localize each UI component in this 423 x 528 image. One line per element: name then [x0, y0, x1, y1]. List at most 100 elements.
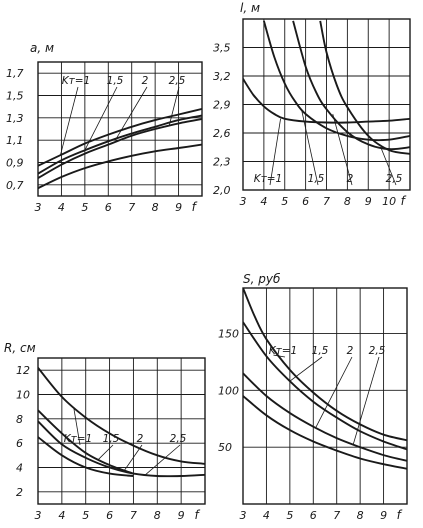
x-axis-label: f [195, 508, 201, 522]
x-tick-label: 3 [240, 509, 247, 522]
leader-line [301, 109, 319, 186]
leader-line [380, 147, 397, 186]
x-tick-label: 6 [310, 509, 317, 522]
x-tick-label: 5 [81, 201, 88, 214]
leader-line [273, 354, 286, 358]
series-line-1 [243, 288, 407, 442]
series-label: 1,5 [103, 433, 120, 445]
series-label: 2,5 [170, 433, 187, 445]
y-tick-label: 50 [218, 441, 232, 454]
series-line-1 [38, 107, 202, 167]
x-tick-label: 5 [281, 195, 288, 208]
series-label: 2,5 [369, 345, 386, 357]
y-tick-label: 150 [218, 327, 239, 340]
leader-line [97, 444, 114, 461]
series-label: Kт=1 [62, 75, 90, 87]
x-tick-label: 8 [344, 195, 351, 208]
series-label: 2 [137, 433, 144, 445]
y-tick-label: 3,2 [213, 70, 231, 83]
series-label: 1,5 [312, 345, 329, 357]
x-axis-label: f [397, 508, 403, 522]
y-tick-label: 1,5 [6, 90, 24, 103]
x-tick-label: 3 [240, 195, 247, 208]
series-label: 2 [347, 173, 354, 185]
x-tick-label: 4 [263, 509, 270, 522]
x-tick-label: 7 [333, 509, 340, 522]
x-tick-label: 4 [260, 195, 267, 208]
series-line-1 [243, 78, 410, 124]
series-line-1 [38, 367, 205, 465]
x-tick-label: 5 [82, 509, 89, 522]
x-axis-label: f [192, 200, 198, 214]
leader-line [269, 118, 281, 186]
x-tick-label: 9 [380, 509, 387, 522]
y-tick-label: 10 [16, 389, 30, 402]
leader-line [73, 407, 81, 446]
series-line-4 [243, 395, 407, 470]
plot-frame [37, 61, 203, 197]
series-label: 2,5 [169, 75, 186, 87]
series-line-2 [262, 20, 410, 142]
y-tick-label: 2,6 [213, 127, 231, 140]
series-line-3 [38, 118, 202, 179]
x-tick-label: 3 [35, 201, 42, 214]
x-tick-label: 5 [286, 509, 293, 522]
leader-line [114, 86, 148, 141]
series-line-3 [243, 372, 407, 462]
series-line-3 [292, 20, 410, 151]
chart-panel-2: l, м 2,0 2,3 2,6 2,9 3,2 3,5 3 4 5 6 7 8 9 10 f Kт=1 1,5 2… [213, 1, 411, 208]
x-tick-label: 10 [382, 195, 396, 208]
y-tick-label: 2,9 [213, 99, 231, 112]
y-tick-label: 2 [16, 486, 23, 499]
x-tick-label: 9 [365, 195, 372, 208]
y-axis-label: l, м [240, 1, 260, 15]
y-axis-label: S, руб [243, 272, 281, 286]
leader-line [352, 356, 380, 445]
y-tick-label: 2,3 [213, 156, 231, 169]
leader-line [315, 356, 353, 429]
x-tick-label: 7 [130, 509, 137, 522]
series-label: 1,5 [107, 75, 124, 87]
series-label: 2,5 [386, 173, 403, 185]
series-line-4 [319, 20, 410, 155]
x-tick-label: 3 [35, 509, 42, 522]
x-tick-label: 4 [58, 509, 65, 522]
y-tick-label: 0,7 [6, 179, 24, 192]
y-tick-label: 12 [16, 364, 30, 377]
leader-line [123, 444, 143, 472]
x-tick-label: 6 [105, 201, 112, 214]
plot-frame [37, 357, 206, 505]
plot-frame [242, 18, 411, 191]
leader-line [289, 356, 323, 382]
x-tick-label: 8 [357, 509, 364, 522]
y-tick-label: 6 [16, 437, 23, 450]
chart-panel-1: a, м 0,7 0,9 1,1 1,3 1,5 1,7 3 4 5 6 7 8 9 f Kт=1 1,5 2 2,… [6, 41, 203, 214]
series-line-4 [38, 143, 202, 190]
leader-line [145, 444, 181, 476]
y-axis-label: a, м [30, 41, 54, 55]
y-tick-label: 8 [16, 413, 23, 426]
leader-line [168, 86, 180, 126]
series-label: Kт=1 [254, 173, 282, 185]
x-tick-label: 7 [323, 195, 330, 208]
y-tick-label: 1,3 [6, 112, 24, 125]
chart-panel-4: S, руб 50 100 150 3 4 5 6 7 8 9 f Kт=1 1,5 2 2,5 [218, 272, 408, 522]
x-tick-label: 9 [175, 201, 182, 214]
series-line-2 [38, 114, 202, 175]
y-tick-label: 2,0 [213, 184, 231, 197]
x-tick-label: 8 [154, 509, 161, 522]
series-label: Kт=1 [269, 345, 297, 357]
y-tick-label: 100 [218, 384, 239, 397]
series-label: 2 [347, 345, 354, 357]
x-tick-label: 4 [58, 201, 65, 214]
x-tick-label: 9 [178, 509, 185, 522]
y-tick-label: 3,5 [213, 42, 231, 55]
series-line-2 [38, 409, 134, 475]
series-label: 2 [142, 75, 149, 87]
leader-line [84, 86, 118, 151]
y-tick-label: 1,1 [6, 134, 24, 147]
y-tick-label: 1,7 [6, 67, 24, 80]
x-tick-label: 6 [302, 195, 309, 208]
series-label: 1,5 [308, 173, 325, 185]
